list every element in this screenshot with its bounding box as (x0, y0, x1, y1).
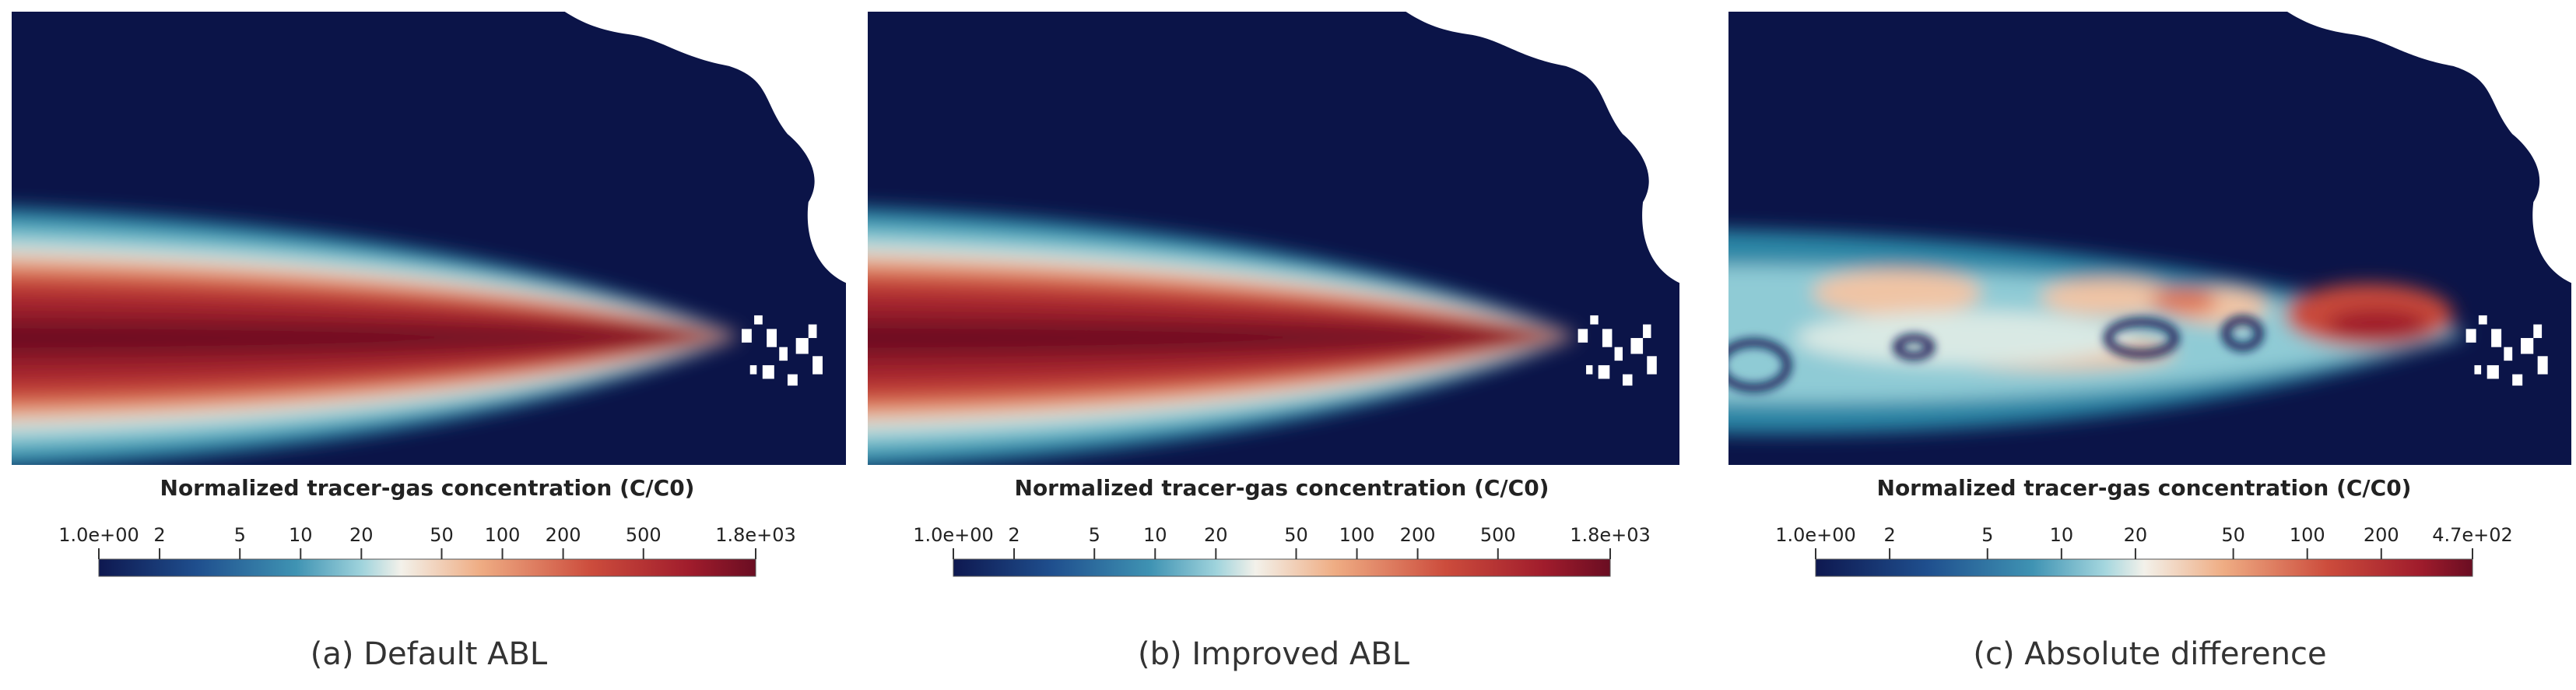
colorbar-tick-label: 1.0e+00 (913, 524, 994, 546)
colorbar (1815, 558, 2473, 577)
colorbar-tick-label: 2 (1883, 524, 1895, 546)
building (1586, 364, 1593, 375)
colorbar (98, 558, 756, 577)
field-view (1728, 12, 2571, 465)
colorbar-tick-label: 10 (1143, 524, 1167, 546)
difference-rings (1728, 315, 2264, 393)
panel (1728, 12, 2571, 465)
building (2487, 364, 2499, 379)
colorbar-tick-label: 2 (153, 524, 165, 546)
building (2465, 329, 2476, 343)
difference-field (1728, 230, 2471, 435)
colorbar-tick-label: 1.8e+03 (715, 524, 796, 546)
building (2474, 364, 2482, 375)
colorbar-tick-label: 50 (2221, 524, 2245, 546)
caption: (a) Default ABL (311, 636, 548, 672)
colorbar-tick-label: 1.0e+00 (58, 524, 139, 546)
colorbar-title: Normalized tracer-gas concentration (C/C… (160, 475, 695, 501)
building (1602, 329, 1613, 347)
coastline (1406, 12, 1679, 283)
building (1643, 324, 1651, 339)
colorbar (953, 558, 1611, 577)
building (787, 374, 798, 386)
building (2504, 347, 2513, 361)
colorbar-tick-label: 1.0e+00 (1775, 524, 1856, 546)
building (754, 315, 763, 325)
building (812, 356, 823, 375)
caption: (c) Absolute difference (1973, 636, 2326, 672)
colorbar-tick-label: 50 (1284, 524, 1308, 546)
building (767, 329, 777, 347)
plume-layer (868, 322, 1578, 354)
colorbar-tick-label: 20 (2124, 524, 2148, 546)
colorbar-tick-label: 10 (2050, 524, 2074, 546)
plume (12, 207, 742, 465)
building (762, 364, 774, 379)
colorbar-tick-label: 4.7e+02 (2432, 524, 2513, 546)
field-patch (2150, 288, 2218, 315)
panel (12, 12, 846, 465)
plume (868, 207, 1578, 465)
coastline (564, 12, 846, 283)
panel (868, 12, 1679, 465)
building (2512, 374, 2523, 386)
field-view (868, 12, 1679, 465)
building (2521, 338, 2534, 354)
colorbar-tick-label: 20 (1204, 524, 1228, 546)
field-patch (2326, 308, 2428, 340)
colorbar-tick-label: 200 (2364, 524, 2399, 546)
building (749, 364, 757, 375)
building (2478, 315, 2487, 325)
building (1614, 347, 1623, 361)
colorbar-title: Normalized tracer-gas concentration (C/C… (1015, 475, 1549, 501)
building (1647, 356, 1657, 375)
colorbar-tick-label: 500 (626, 524, 662, 546)
building (795, 338, 809, 354)
plume-layer (12, 322, 742, 354)
field-patch (1813, 269, 1981, 315)
field-ring (1893, 334, 1935, 361)
building (2491, 329, 2502, 347)
building (2533, 324, 2543, 339)
colorbar-tick-label: 20 (349, 524, 374, 546)
building (1598, 364, 1610, 379)
building (1590, 315, 1599, 325)
colorbar-tick-label: 50 (430, 524, 454, 546)
colorbar-tick-label: 1.8e+03 (1570, 524, 1651, 546)
caption: (b) Improved ABL (1138, 636, 1410, 672)
field-view (12, 12, 846, 465)
building (1622, 374, 1633, 386)
building (742, 329, 752, 343)
field-patch (1795, 311, 2133, 365)
colorbar-tick-label: 200 (546, 524, 581, 546)
field-patch (2040, 279, 2175, 315)
colorbar-tick-label: 10 (289, 524, 313, 546)
field-ring (1728, 338, 1792, 393)
building (779, 347, 788, 361)
colorbar-tick-label: 100 (2290, 524, 2325, 546)
colorbar-tick-label: 200 (1400, 524, 1436, 546)
building (1578, 329, 1588, 343)
colorbar-title: Normalized tracer-gas concentration (C/C… (1877, 475, 2412, 501)
colorbar-tick-label: 5 (234, 524, 246, 546)
building (808, 324, 817, 339)
colorbar-tick-label: 5 (1089, 524, 1100, 546)
colorbar-tick-label: 100 (485, 524, 521, 546)
colorbar-tick-label: 2 (1008, 524, 1020, 546)
building (1630, 338, 1644, 354)
field-ring (2104, 318, 2179, 358)
building (2537, 356, 2548, 375)
colorbar-tick-label: 100 (1339, 524, 1375, 546)
field-ring (2221, 315, 2264, 351)
colorbar-tick-label: 500 (1480, 524, 1516, 546)
colorbar-tick-label: 5 (1981, 524, 1993, 546)
coastline (2287, 12, 2571, 283)
